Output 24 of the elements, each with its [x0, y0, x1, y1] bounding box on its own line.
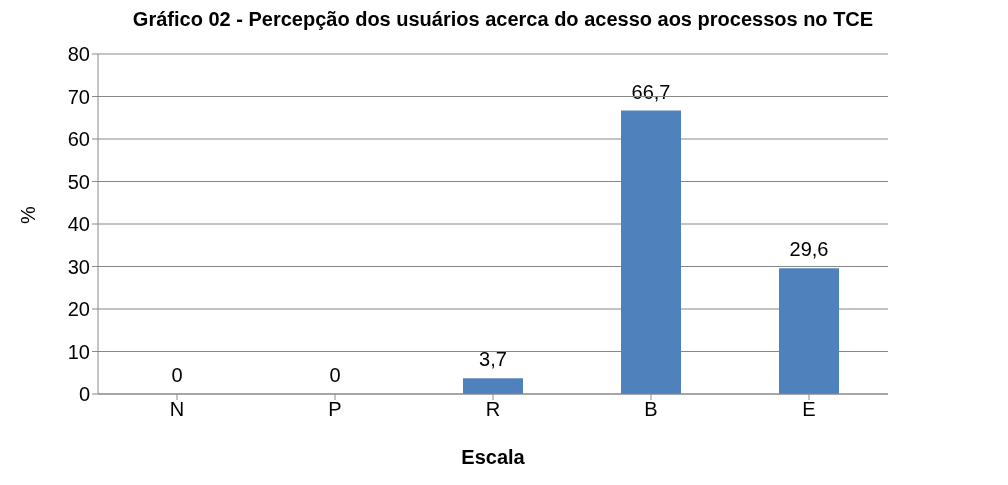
x-axis-title: Escala: [461, 446, 526, 468]
bar: [779, 268, 839, 394]
y-tick-label: 20: [67, 298, 90, 321]
y-tick-label: 80: [67, 43, 90, 66]
data-label: 0: [171, 364, 183, 386]
y-tick-label: 50: [67, 170, 90, 193]
data-label: 3,7: [479, 348, 507, 371]
bar: [463, 378, 523, 394]
y-tick-label: 0: [78, 383, 90, 406]
data-label: 29,6: [789, 238, 829, 261]
y-tick-label: 40: [67, 213, 90, 236]
y-tick-label: 30: [67, 255, 90, 278]
x-tick-label: R: [485, 398, 501, 421]
data-label: 0: [329, 364, 341, 386]
x-tick-label: E: [802, 398, 816, 421]
x-tick-label: P: [328, 398, 342, 421]
y-tick-label: 60: [67, 128, 90, 151]
bar: [621, 110, 681, 394]
x-tick-label: B: [644, 398, 658, 421]
y-tick-label: 10: [67, 340, 90, 363]
chart-title: Gráfico 02 - Percepção dos usuários acerca do acesso aos processos no TCE: [131, 8, 875, 32]
y-axis-title: %: [17, 206, 40, 224]
x-tick-label: N: [169, 398, 185, 421]
y-tick-label: 70: [67, 85, 90, 108]
